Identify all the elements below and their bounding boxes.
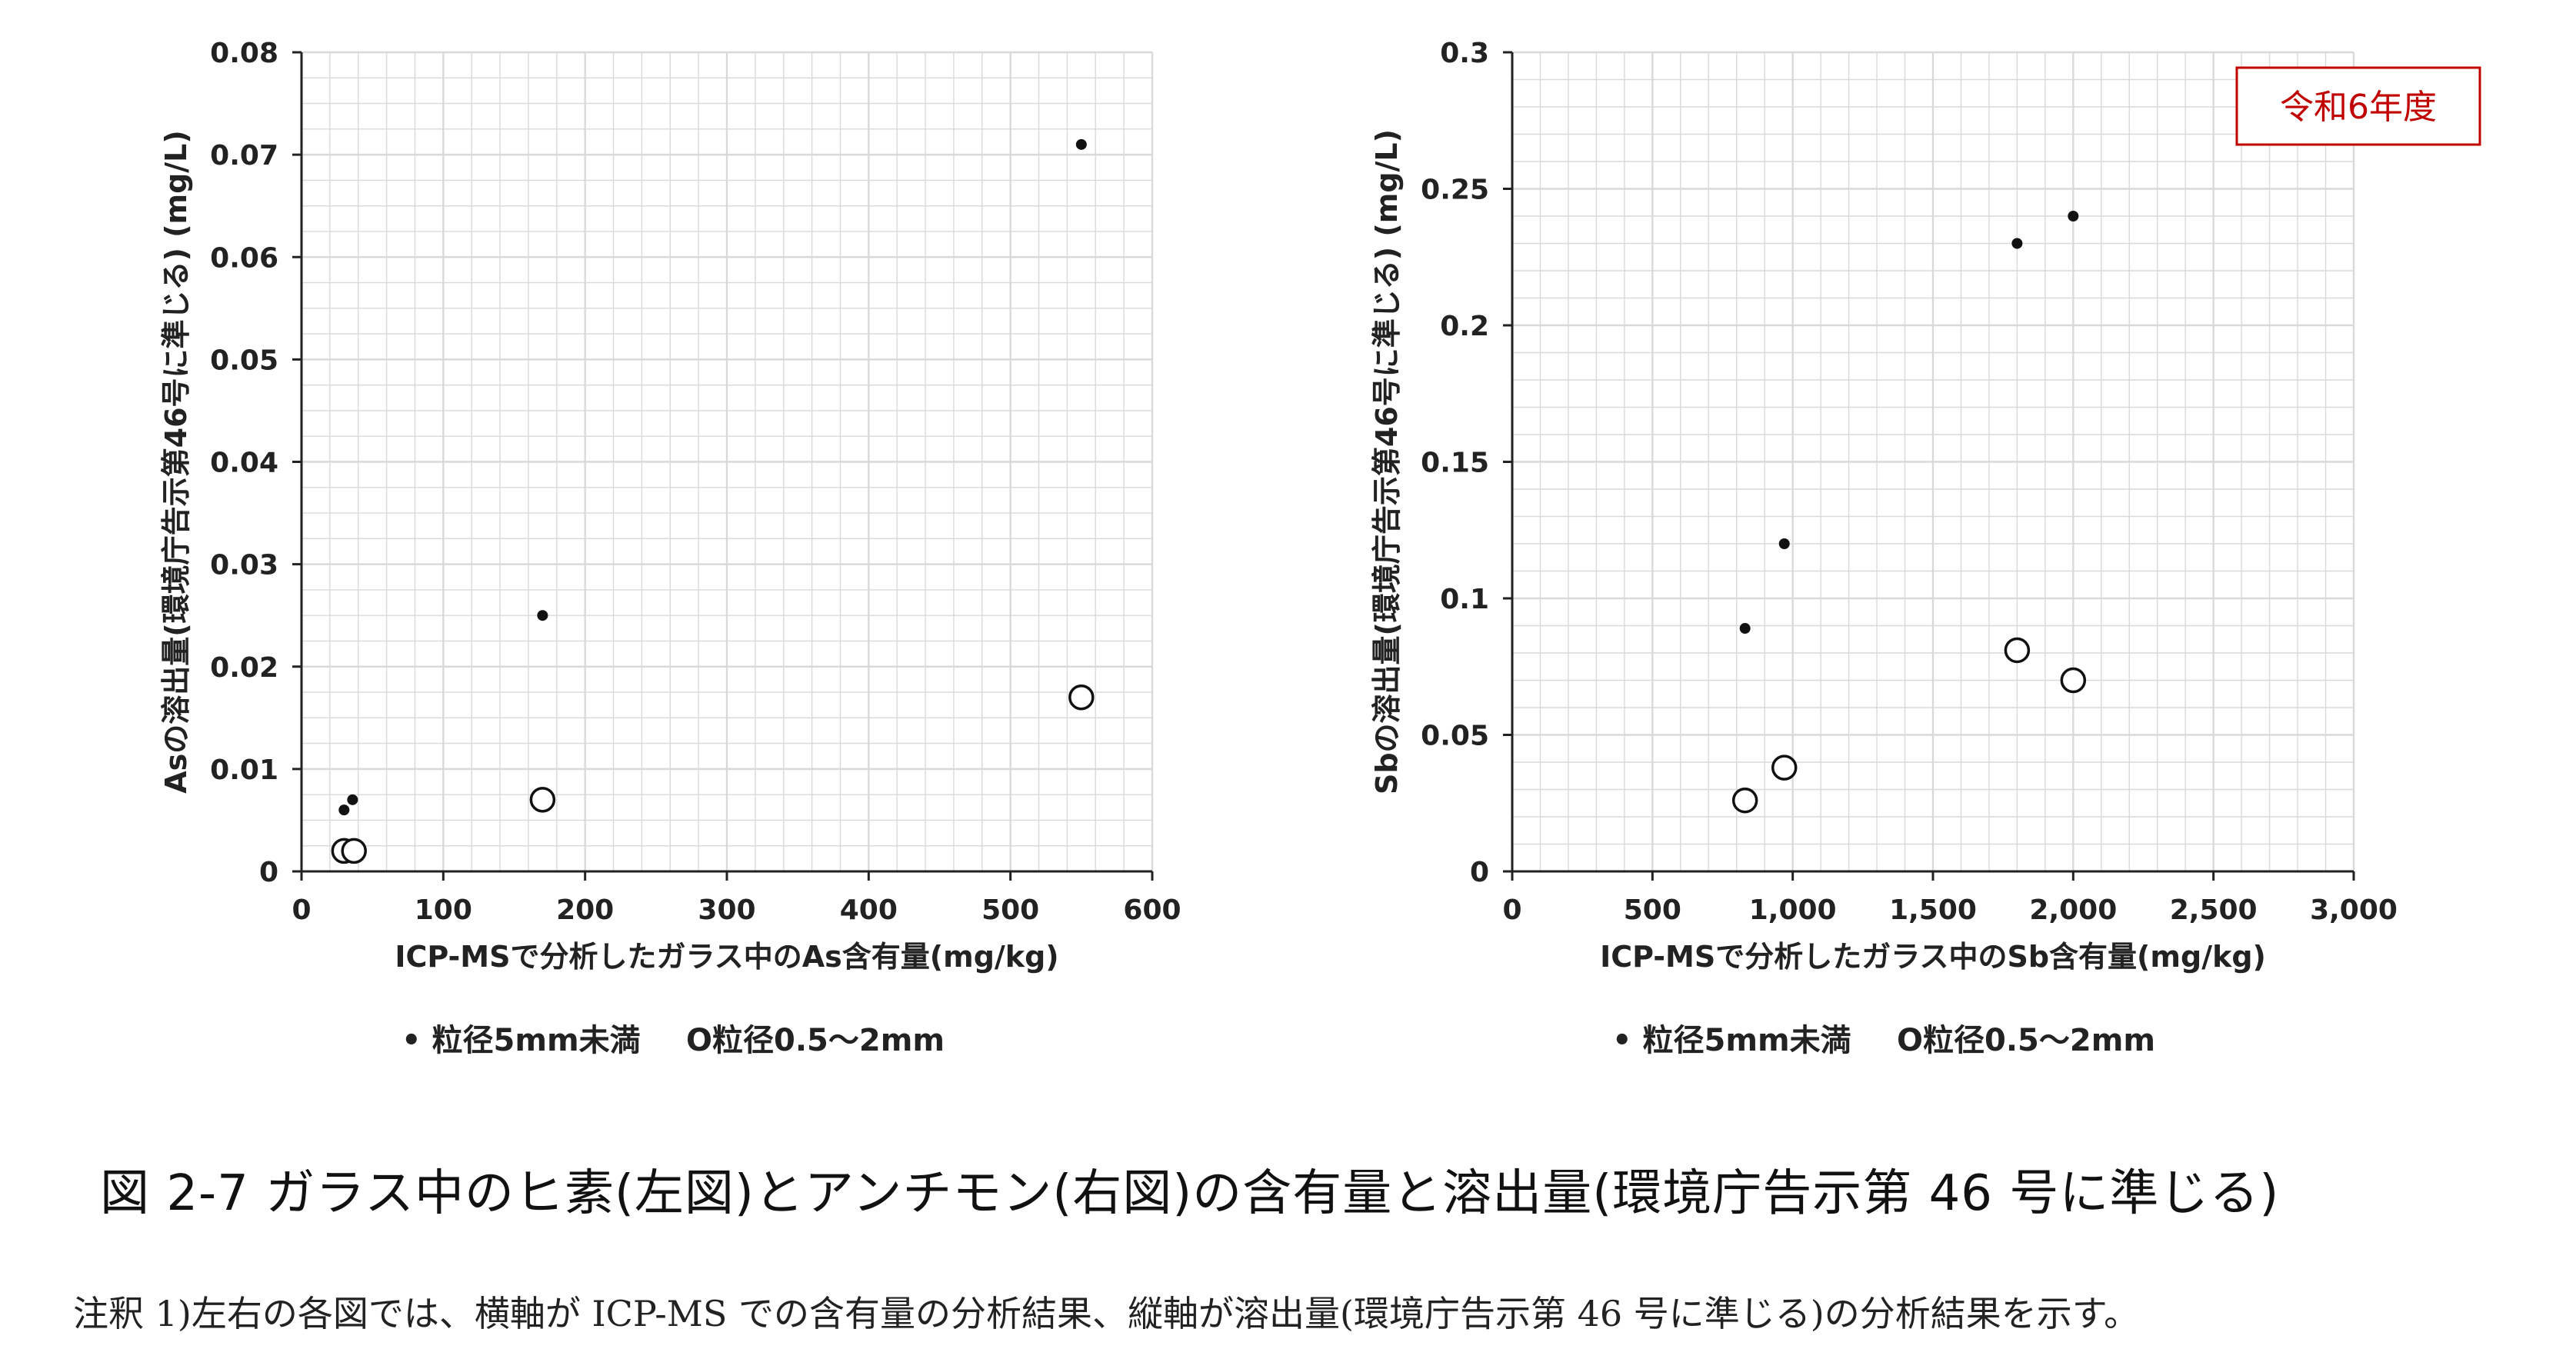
y-tick-label: 0.03 [210,550,278,581]
data-point-filled [1075,138,1087,150]
chart-1: 0 100 200 300 400 500 600 0 0.01 0.02 0.03 0.04 0.05… [159,38,1181,1058]
y-tick-label: 0 [1470,857,1489,888]
y-tick-label: 0.3 [1440,38,1489,69]
legend-item-open: O粒径0.5～2mm [1897,1023,2155,1058]
data-point-filled [2068,211,2079,222]
legend: • 粒径5mm未満 O粒径0.5～2mm [402,1023,945,1058]
y-tick-label: 0.08 [210,38,278,69]
data-point-filled [1778,538,1790,549]
y-tick-label: 0.05 [210,345,278,376]
data-point-open [2004,637,2031,664]
y-tick-label: 0.01 [210,754,278,786]
data-point-filled [537,610,548,621]
y-tick-label: 0.02 [210,652,278,684]
data-point-open [1068,684,1095,711]
data-point-filled [338,804,350,816]
x-tick-label: 100 [415,894,472,926]
x-tick-label: 500 [1624,894,1681,926]
x-tick-label: 600 [1123,894,1181,926]
y-tick-label: 0.2 [1440,311,1489,342]
chart-2: 0 500 1,000 1,500 2,000 2,500 3,000 0 0.05 0.1 0.1… [1370,38,2481,1058]
x-tick-label: 300 [698,894,755,926]
data-point-open [341,838,367,864]
y-axis-title: Sbの溶出量(環境庁告示第46号に準じる) (mg/L) [1370,129,1404,794]
x-axis-title: ICP-MSで分析したガラス中のAs含有量(mg/kg) [395,940,1058,974]
data-point-filled [2011,238,2023,249]
annotation-label: 令和6年度 [2280,88,2437,127]
annotation-box [2235,66,2481,146]
x-tick-label: 2,500 [2170,894,2258,926]
x-tick-label: 400 [840,894,898,926]
legend-item-filled: • 粒径5mm未満 [1612,1023,1851,1058]
x-tick-label: 2,000 [2029,894,2117,926]
x-tick-label: 200 [556,894,614,926]
data-point-open [529,787,556,813]
y-tick-label: 0.05 [1421,721,1489,752]
figure-note: 注釈 1)左右の各図では、横軸が ICP-MS での含有量の分析結果、縦軸が溶出… [73,1293,2140,1334]
x-tick-label: 500 [981,894,1039,926]
data-point-open [1771,754,1798,781]
legend-item-filled: • 粒径5mm未満 [402,1023,641,1058]
y-tick-label: 0.04 [210,448,278,479]
x-tick-label: 3,000 [2310,894,2398,926]
x-tick-label: 0 [1502,894,1521,926]
data-point-open [1731,787,1758,814]
y-tick-label: 0.06 [210,242,278,274]
x-tick-label: 1,000 [1749,894,1837,926]
legend: • 粒径5mm未満 O粒径0.5～2mm [1612,1023,2155,1058]
legend-item-open: O粒径0.5～2mm [686,1023,945,1058]
y-axis-title: Asの溶出量(環境庁告示第46号に準じる) (mg/L) [159,130,193,794]
data-point-filled [1739,623,1751,635]
data-point-open [2060,667,2087,694]
y-tick-label: 0 [259,857,278,888]
y-tick-label: 0.1 [1440,584,1489,615]
y-tick-label: 0.07 [210,140,278,172]
x-axis-title: ICP-MSで分析したガラス中のSb含有量(mg/kg) [1600,940,2266,974]
y-tick-label: 0.15 [1421,448,1489,479]
x-tick-label: 1,500 [1889,894,1977,926]
y-tick-label: 0.25 [1421,175,1489,206]
data-point-filled [347,794,358,805]
x-tick-label: 0 [292,894,311,926]
figure-caption: 図 2-7 ガラス中のヒ素(左図)とアンチモン(右図)の含有量と溶出量(環境庁告… [100,1165,2280,1222]
